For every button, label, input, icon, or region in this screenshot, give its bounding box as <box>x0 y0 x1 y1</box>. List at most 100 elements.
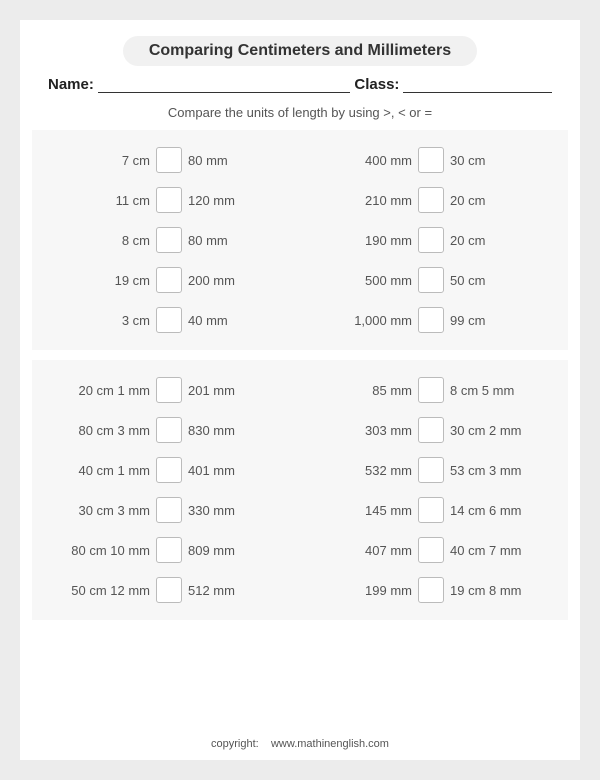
left-value: 11 cm <box>66 193 156 208</box>
right-value: 30 cm 2 mm <box>444 423 534 438</box>
right-value: 20 cm <box>444 233 534 248</box>
left-value: 500 mm <box>328 273 418 288</box>
left-value: 50 cm 12 mm <box>66 583 156 598</box>
left-value: 20 cm 1 mm <box>66 383 156 398</box>
instruction-text: Compare the units of length by using >, … <box>32 105 568 120</box>
left-value: 145 mm <box>328 503 418 518</box>
problem-row: 190 mm 20 cm <box>300 220 562 260</box>
answer-box[interactable] <box>156 537 182 563</box>
left-value: 80 cm 3 mm <box>66 423 156 438</box>
problem-row: 11 cm 120 mm <box>38 180 300 220</box>
left-value: 400 mm <box>328 153 418 168</box>
right-value: 19 cm 8 mm <box>444 583 534 598</box>
answer-box[interactable] <box>156 267 182 293</box>
answer-box[interactable] <box>156 187 182 213</box>
problem-row: 30 cm 3 mm 330 mm <box>38 490 300 530</box>
right-value: 14 cm 6 mm <box>444 503 534 518</box>
problem-row: 532 mm 53 cm 3 mm <box>300 450 562 490</box>
copyright-footer: copyright: www.mathinenglish.com <box>32 732 568 750</box>
answer-box[interactable] <box>418 377 444 403</box>
answer-box[interactable] <box>156 307 182 333</box>
left-value: 40 cm 1 mm <box>66 463 156 478</box>
problem-row: 199 mm 19 cm 8 mm <box>300 570 562 610</box>
left-value: 190 mm <box>328 233 418 248</box>
answer-box[interactable] <box>418 147 444 173</box>
left-value: 3 cm <box>66 313 156 328</box>
problem-row: 303 mm 30 cm 2 mm <box>300 410 562 450</box>
right-value: 512 mm <box>182 583 272 598</box>
right-value: 50 cm <box>444 273 534 288</box>
problem-row: 80 cm 3 mm 830 mm <box>38 410 300 450</box>
right-value: 40 cm 7 mm <box>444 543 534 558</box>
left-value: 85 mm <box>328 383 418 398</box>
right-value: 200 mm <box>182 273 272 288</box>
right-value: 20 cm <box>444 193 534 208</box>
answer-box[interactable] <box>418 227 444 253</box>
section-2: 20 cm 1 mm 201 mm 85 mm 8 cm 5 mm 80 cm 3 mm… <box>32 360 568 620</box>
answer-box[interactable] <box>156 457 182 483</box>
problem-row: 40 cm 1 mm 401 mm <box>38 450 300 490</box>
right-value: 830 mm <box>182 423 272 438</box>
answer-box[interactable] <box>156 497 182 523</box>
right-value: 80 mm <box>182 153 272 168</box>
problem-row: 19 cm 200 mm <box>38 260 300 300</box>
problem-row: 7 cm 80 mm <box>38 140 300 180</box>
answer-box[interactable] <box>156 227 182 253</box>
right-value: 30 cm <box>444 153 534 168</box>
answer-box[interactable] <box>156 417 182 443</box>
left-value: 199 mm <box>328 583 418 598</box>
right-value: 120 mm <box>182 193 272 208</box>
right-value: 99 cm <box>444 313 534 328</box>
right-value: 809 mm <box>182 543 272 558</box>
answer-box[interactable] <box>418 307 444 333</box>
answer-box[interactable] <box>156 577 182 603</box>
answer-box[interactable] <box>418 577 444 603</box>
problem-row: 145 mm 14 cm 6 mm <box>300 490 562 530</box>
right-value: 330 mm <box>182 503 272 518</box>
right-value: 201 mm <box>182 383 272 398</box>
problem-row: 500 mm 50 cm <box>300 260 562 300</box>
name-label: Name: <box>48 76 94 93</box>
worksheet-title: Comparing Centimeters and Millimeters <box>123 36 477 66</box>
left-value: 210 mm <box>328 193 418 208</box>
answer-box[interactable] <box>418 497 444 523</box>
answer-box[interactable] <box>418 537 444 563</box>
problem-row: 407 mm 40 cm 7 mm <box>300 530 562 570</box>
class-input-line[interactable] <box>403 79 552 93</box>
worksheet-page: Comparing Centimeters and Millimeters Na… <box>20 20 580 760</box>
right-value: 53 cm 3 mm <box>444 463 534 478</box>
left-value: 7 cm <box>66 153 156 168</box>
right-value: 8 cm 5 mm <box>444 383 534 398</box>
class-label: Class: <box>354 76 399 93</box>
problem-row: 20 cm 1 mm 201 mm <box>38 370 300 410</box>
problem-row: 85 mm 8 cm 5 mm <box>300 370 562 410</box>
right-value: 40 mm <box>182 313 272 328</box>
left-value: 1,000 mm <box>328 313 418 328</box>
problem-row: 80 cm 10 mm 809 mm <box>38 530 300 570</box>
copyright-site: www.mathinenglish.com <box>271 738 389 750</box>
problem-row: 1,000 mm 99 cm <box>300 300 562 340</box>
right-value: 80 mm <box>182 233 272 248</box>
right-value: 401 mm <box>182 463 272 478</box>
left-value: 19 cm <box>66 273 156 288</box>
problem-row: 50 cm 12 mm 512 mm <box>38 570 300 610</box>
problem-row: 400 mm 30 cm <box>300 140 562 180</box>
problem-row: 210 mm 20 cm <box>300 180 562 220</box>
left-value: 407 mm <box>328 543 418 558</box>
left-value: 80 cm 10 mm <box>66 543 156 558</box>
answer-box[interactable] <box>418 267 444 293</box>
problem-row: 3 cm 40 mm <box>38 300 300 340</box>
answer-box[interactable] <box>156 147 182 173</box>
name-input-line[interactable] <box>98 79 351 93</box>
left-value: 303 mm <box>328 423 418 438</box>
answer-box[interactable] <box>156 377 182 403</box>
answer-box[interactable] <box>418 417 444 443</box>
problem-row: 8 cm 80 mm <box>38 220 300 260</box>
name-class-row: Name: Class: <box>32 66 568 97</box>
left-value: 30 cm 3 mm <box>66 503 156 518</box>
left-value: 8 cm <box>66 233 156 248</box>
section-1: 7 cm 80 mm 400 mm 30 cm 11 cm 120 mm 210 mm 20 … <box>32 130 568 350</box>
left-value: 532 mm <box>328 463 418 478</box>
answer-box[interactable] <box>418 187 444 213</box>
answer-box[interactable] <box>418 457 444 483</box>
